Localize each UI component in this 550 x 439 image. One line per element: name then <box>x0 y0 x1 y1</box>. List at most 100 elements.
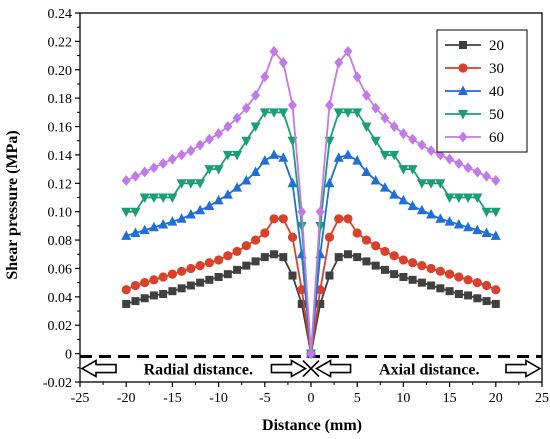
legend-marker-60 <box>458 131 468 143</box>
data-point <box>333 108 344 118</box>
data-point <box>278 108 289 118</box>
data-point <box>343 214 353 224</box>
series-30 <box>121 214 501 359</box>
data-point <box>389 150 400 161</box>
data-point <box>370 136 381 147</box>
data-point <box>250 122 261 133</box>
data-point <box>444 216 455 226</box>
data-point <box>186 281 195 290</box>
data-point <box>158 193 169 203</box>
data-point <box>481 227 492 237</box>
data-point <box>408 258 418 268</box>
data-point <box>435 213 446 223</box>
data-point <box>417 278 426 287</box>
data-point <box>454 157 464 169</box>
data-point <box>223 270 232 279</box>
data-point <box>251 257 260 266</box>
data-point <box>472 224 483 235</box>
x-tick-label: 15 <box>443 391 457 406</box>
data-point <box>380 246 390 257</box>
data-point <box>427 281 436 290</box>
data-point <box>472 166 482 178</box>
data-point <box>259 155 270 165</box>
data-point <box>436 284 445 293</box>
data-point <box>389 189 400 199</box>
data-point <box>463 221 474 232</box>
data-point <box>324 99 334 111</box>
data-point <box>139 224 150 235</box>
data-point <box>491 285 501 295</box>
data-point <box>158 157 168 169</box>
data-point <box>445 287 454 296</box>
data-point <box>167 269 177 279</box>
data-point <box>167 193 178 203</box>
data-point <box>232 112 242 124</box>
data-point <box>399 272 408 281</box>
data-point <box>140 166 150 178</box>
data-point <box>278 214 288 224</box>
data-point <box>398 194 409 205</box>
data-point <box>195 261 205 271</box>
data-point <box>481 207 492 218</box>
data-point <box>324 177 335 188</box>
legend-label-60: 60 <box>489 130 504 146</box>
data-point <box>398 255 408 265</box>
y-tick-label: 0.16 <box>48 121 73 136</box>
data-point <box>140 278 150 288</box>
data-point <box>379 182 390 192</box>
data-point <box>288 99 298 111</box>
data-point <box>306 348 316 360</box>
legend-marker-50 <box>458 110 468 120</box>
data-point <box>407 165 418 175</box>
axial-left-arrow <box>314 359 352 378</box>
data-point <box>149 162 159 174</box>
data-point <box>241 174 252 185</box>
data-point <box>352 108 363 118</box>
data-point <box>204 165 215 175</box>
axial-right-arrow <box>505 359 542 378</box>
data-point <box>426 145 436 157</box>
data-point <box>130 207 141 218</box>
data-point <box>139 193 150 203</box>
data-point <box>278 152 289 162</box>
data-point <box>490 230 501 240</box>
y-tick-label: 0.20 <box>48 64 73 79</box>
data-point <box>417 261 427 271</box>
data-point <box>214 128 224 140</box>
data-point <box>333 152 344 162</box>
data-point <box>472 193 483 203</box>
data-point <box>454 290 463 299</box>
data-point <box>389 251 399 261</box>
data-point <box>121 230 132 240</box>
x-tick-label: 0 <box>308 391 315 406</box>
data-point <box>342 149 353 159</box>
data-point <box>352 155 363 165</box>
data-point <box>435 266 445 276</box>
data-point <box>279 253 288 262</box>
data-point <box>315 221 326 232</box>
legend-label-50: 50 <box>489 107 504 123</box>
data-point <box>269 45 279 57</box>
y-tick-label: 0.14 <box>48 149 73 164</box>
data-point <box>362 257 371 266</box>
data-point <box>444 193 455 203</box>
data-point <box>463 275 473 285</box>
data-point <box>158 272 168 282</box>
data-point <box>130 280 141 291</box>
y-tick-label: 0.24 <box>48 7 73 22</box>
data-point <box>222 189 233 199</box>
data-point <box>121 285 131 295</box>
data-point <box>491 174 501 186</box>
data-point <box>250 235 261 245</box>
y-tick-label: 0.04 <box>48 291 73 306</box>
data-point <box>250 166 261 176</box>
data-point <box>389 121 399 133</box>
data-point <box>288 271 297 280</box>
data-point <box>204 200 215 211</box>
data-point <box>379 150 390 161</box>
data-point <box>205 275 214 284</box>
data-point <box>361 89 371 101</box>
data-point <box>463 193 474 203</box>
data-point <box>185 179 196 189</box>
data-point <box>353 253 362 262</box>
